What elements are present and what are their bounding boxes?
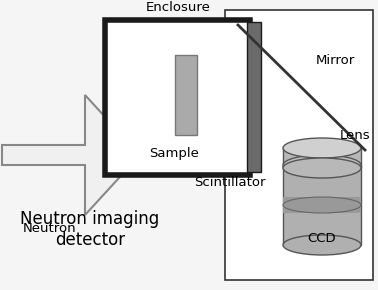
Polygon shape	[2, 95, 140, 215]
Ellipse shape	[283, 158, 361, 178]
Ellipse shape	[283, 197, 361, 213]
Ellipse shape	[283, 235, 361, 255]
Bar	[105, 20, 250, 175]
Bar	[283, 148, 361, 168]
Text: Sample: Sample	[149, 147, 199, 160]
Bar	[283, 197, 361, 213]
Ellipse shape	[283, 138, 361, 158]
Text: Lens: Lens	[340, 129, 370, 142]
Text: Scintillator: Scintillator	[194, 176, 266, 189]
Text: Enclosure: Enclosure	[146, 1, 211, 14]
Text: Neutron: Neutron	[23, 222, 77, 235]
Bar	[283, 165, 361, 245]
Text: CCD: CCD	[308, 231, 336, 244]
Text: Neutron imaging
detector: Neutron imaging detector	[20, 210, 160, 249]
Ellipse shape	[283, 155, 361, 175]
Bar	[247, 22, 261, 172]
Bar	[175, 55, 197, 135]
Bar	[225, 10, 373, 280]
Text: Mirror: Mirror	[315, 53, 355, 66]
